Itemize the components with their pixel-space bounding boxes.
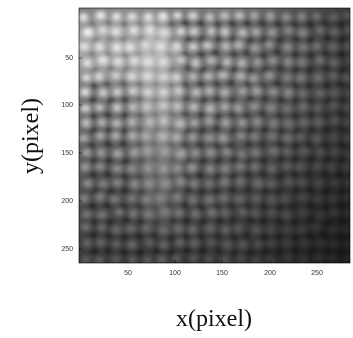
y-tick-labels: 50 100 150 200 250 [61, 55, 73, 253]
x-tick-label: 200 [264, 270, 276, 277]
plot-frame [78, 7, 351, 264]
y-tick-label: 150 [61, 150, 73, 157]
x-tick-label: 50 [124, 270, 132, 277]
x-tick-label: 150 [216, 270, 228, 277]
y-tick-label: 100 [61, 102, 73, 109]
x-tick-label: 100 [169, 270, 181, 277]
y-tick-label: 200 [61, 198, 73, 205]
x-tick-labels: 50 100 150 200 250 [124, 270, 323, 277]
x-axis-title: x(pixel) [176, 306, 252, 332]
intensity-image [79, 8, 350, 263]
y-tick-label: 50 [65, 55, 73, 62]
x-tick-label: 250 [311, 270, 323, 277]
y-axis-title: y(pixel) [18, 98, 44, 174]
y-tick-label: 250 [61, 246, 73, 253]
axis-ticks [79, 57, 318, 263]
